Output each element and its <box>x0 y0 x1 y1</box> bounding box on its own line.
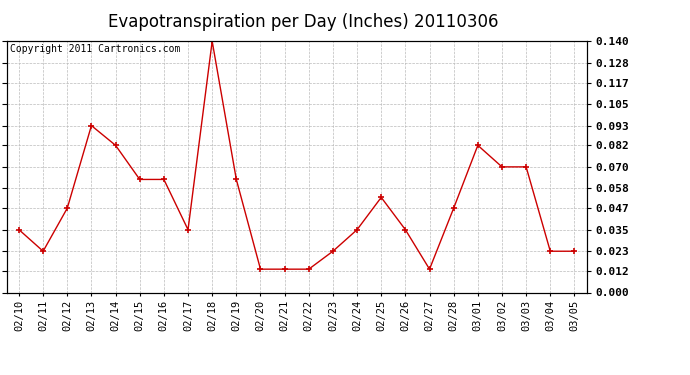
Text: Copyright 2011 Cartronics.com: Copyright 2011 Cartronics.com <box>10 44 180 54</box>
Text: Evapotranspiration per Day (Inches) 20110306: Evapotranspiration per Day (Inches) 2011… <box>108 13 499 31</box>
